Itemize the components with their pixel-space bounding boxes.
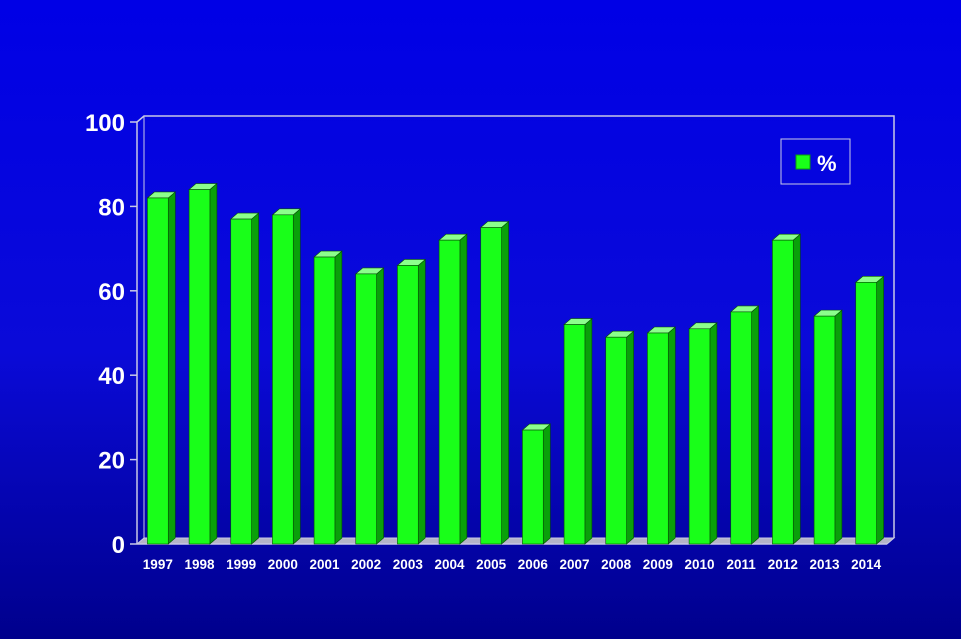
bar-front-face — [605, 336, 627, 545]
bar-side-face — [876, 275, 884, 545]
bar — [438, 233, 468, 545]
bar-front-face — [438, 239, 461, 545]
x-tick-label: 2007 — [559, 557, 589, 572]
x-tick-label: 2004 — [434, 557, 465, 572]
x-tick-label: 2008 — [601, 557, 632, 572]
x-tick-label: 2001 — [309, 557, 340, 572]
bar-front-face — [397, 265, 419, 545]
bar — [854, 275, 885, 545]
bar-side-face — [709, 322, 718, 545]
bar — [188, 182, 218, 545]
bar-side-face — [334, 250, 343, 545]
bar-side-face — [667, 326, 676, 545]
legend-label: % — [817, 151, 837, 176]
bar-front-face — [855, 282, 877, 545]
bar — [229, 212, 260, 545]
bar-front-face — [522, 429, 544, 545]
bar — [604, 330, 635, 545]
bar-side-face — [376, 267, 384, 545]
bar-side-face — [292, 208, 301, 545]
bar-front-face — [772, 239, 794, 545]
bar-front-face — [730, 311, 752, 545]
y-tick-label: 20 — [98, 448, 125, 475]
bar-side-face — [584, 317, 593, 545]
x-tick-label: 2013 — [809, 557, 840, 572]
bar — [313, 250, 343, 545]
bar-front-face — [480, 227, 502, 545]
x-tick-label: 2005 — [476, 557, 507, 572]
x-tick-label: 2011 — [727, 557, 757, 572]
legend-frame — [780, 138, 851, 185]
bar-front-face — [188, 189, 211, 545]
bar-side-face — [251, 212, 259, 545]
x-tick-label: 2014 — [851, 557, 882, 572]
bar — [688, 322, 718, 545]
y-tick-label: 100 — [85, 110, 125, 137]
x-tick-label: 2003 — [393, 557, 424, 572]
bar — [396, 258, 427, 545]
chart-legend: % — [780, 138, 851, 185]
chart-bars — [146, 182, 885, 545]
bar-side-face — [459, 233, 468, 545]
legend-swatch — [795, 154, 811, 170]
y-tick-label: 60 — [98, 279, 125, 306]
x-tick-label: 2000 — [268, 557, 298, 572]
bar — [729, 305, 760, 545]
bar-side-face — [834, 309, 843, 545]
x-tick-label: 1999 — [226, 557, 256, 572]
bar-front-face — [813, 315, 836, 545]
x-tick-label: 2006 — [518, 557, 549, 572]
bar-front-face — [272, 214, 294, 545]
y-tick-label: 40 — [98, 363, 125, 390]
bar — [354, 267, 385, 545]
bar-front-face — [563, 324, 586, 545]
y-tick-label: 0 — [112, 532, 125, 559]
bar-front-face — [313, 256, 336, 545]
x-tick-label: 1998 — [184, 557, 215, 572]
y-tick-label: 80 — [98, 194, 125, 221]
bar-front-face — [230, 218, 252, 545]
bar — [563, 317, 593, 545]
bar-side-face — [792, 233, 801, 545]
x-tick-label: 1997 — [143, 557, 173, 572]
bar-side-face — [751, 305, 759, 545]
bar — [813, 309, 843, 545]
bar-front-face — [688, 328, 711, 545]
bar-side-face — [542, 423, 551, 545]
bar-side-face — [626, 330, 634, 545]
x-tick-label: 2010 — [684, 557, 714, 572]
bar-side-face — [209, 182, 218, 545]
bar-side-face — [417, 258, 426, 545]
x-tick-label: 2002 — [351, 557, 381, 572]
bar — [521, 423, 552, 545]
x-tick-label: 2009 — [643, 557, 673, 572]
bar — [146, 191, 177, 545]
bar-front-face — [355, 273, 377, 545]
bar-side-face — [501, 220, 509, 545]
bar — [646, 326, 677, 545]
y-axis-tick-labels: 0 20 40 60 80 100 — [85, 110, 137, 559]
bar-side-face — [167, 191, 176, 545]
bar — [771, 233, 802, 545]
bar — [271, 208, 302, 545]
x-axis-tick-labels: 1997 1998 1999 2000 2001 2002 2003 2004 2005 2006… — [143, 557, 882, 572]
bar — [479, 220, 510, 545]
bar-front-face — [147, 197, 169, 545]
x-tick-label: 2012 — [768, 557, 798, 572]
bar-front-face — [647, 332, 669, 545]
